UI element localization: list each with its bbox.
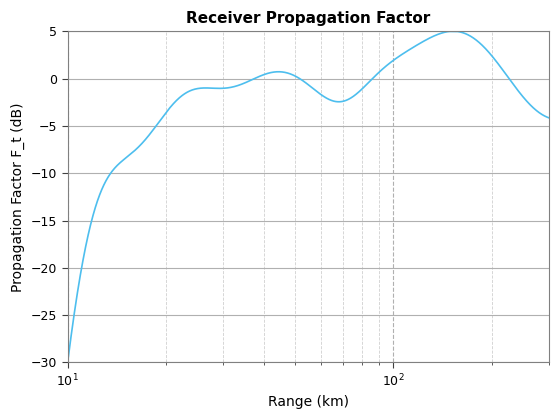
Y-axis label: Propagation Factor F_t (dB): Propagation Factor F_t (dB) [11,102,25,291]
Title: Receiver Propagation Factor: Receiver Propagation Factor [186,11,431,26]
X-axis label: Range (km): Range (km) [268,395,349,409]
